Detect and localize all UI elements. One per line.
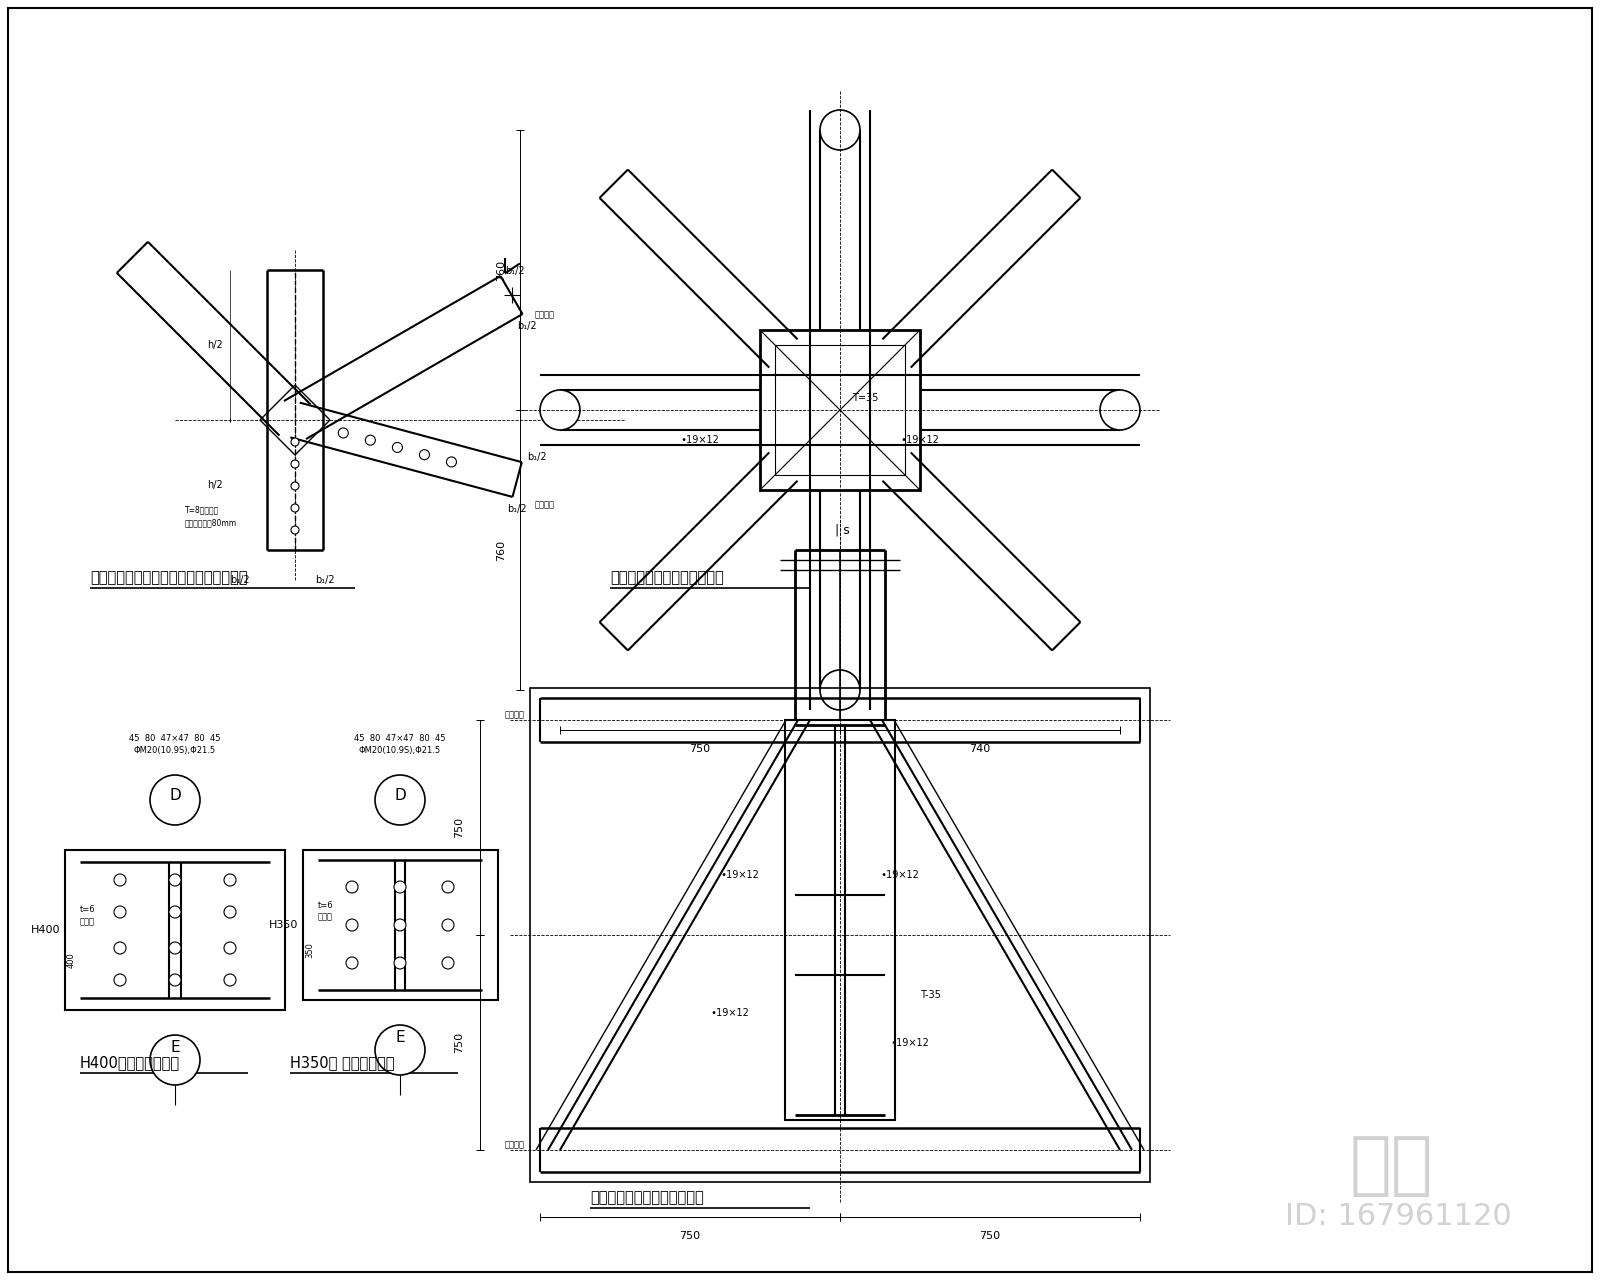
Circle shape bbox=[114, 906, 126, 918]
Bar bbox=[774, 346, 906, 475]
Text: 上下板单边长80mm: 上下板单边长80mm bbox=[186, 518, 237, 527]
Circle shape bbox=[170, 974, 181, 986]
Circle shape bbox=[114, 974, 126, 986]
Text: 笔暖有: 笔暖有 bbox=[318, 913, 333, 922]
Circle shape bbox=[224, 874, 237, 886]
Text: 笔暖有: 笔暖有 bbox=[80, 918, 94, 927]
Text: b₁/2: b₁/2 bbox=[526, 452, 547, 462]
Text: T=8厳加劲板: T=8厳加劲板 bbox=[186, 506, 219, 515]
Circle shape bbox=[150, 774, 200, 826]
Text: 所属上弦: 所属上弦 bbox=[506, 710, 525, 719]
Text: b₁/2: b₁/2 bbox=[315, 575, 334, 585]
Text: 知本: 知本 bbox=[1350, 1132, 1434, 1199]
Circle shape bbox=[394, 881, 406, 893]
Bar bbox=[760, 330, 920, 490]
Circle shape bbox=[346, 881, 358, 893]
Text: 750: 750 bbox=[454, 1032, 464, 1053]
Text: 750: 750 bbox=[979, 1231, 1000, 1242]
Circle shape bbox=[338, 428, 349, 438]
Text: t=6: t=6 bbox=[318, 901, 334, 910]
Circle shape bbox=[346, 919, 358, 931]
Circle shape bbox=[114, 874, 126, 886]
Text: b₁/2: b₁/2 bbox=[230, 575, 250, 585]
Text: 钙柱（角部）与桁架连接节点: 钙柱（角部）与桁架连接节点 bbox=[610, 570, 723, 585]
Text: 750: 750 bbox=[680, 1231, 701, 1242]
Text: H350桁 工地拼接节点: H350桁 工地拼接节点 bbox=[290, 1055, 395, 1070]
Text: 鑉柱（中间）与桁架连接节点: 鑉柱（中间）与桁架连接节点 bbox=[590, 1190, 704, 1204]
Text: T=35: T=35 bbox=[853, 393, 878, 403]
Circle shape bbox=[446, 457, 456, 467]
Text: ΦM20(10.9S),Φ21.5: ΦM20(10.9S),Φ21.5 bbox=[358, 745, 442, 754]
Text: 740: 740 bbox=[970, 744, 990, 754]
Text: H400梁工地拼接节点: H400梁工地拼接节点 bbox=[80, 1055, 181, 1070]
Circle shape bbox=[821, 669, 861, 710]
Circle shape bbox=[291, 526, 299, 534]
Text: ∙19×12: ∙19×12 bbox=[680, 435, 718, 445]
Text: ∙19×12: ∙19×12 bbox=[710, 1007, 749, 1018]
Circle shape bbox=[224, 906, 237, 918]
Text: 非正交框架梁与工字型截面柱的刚性连接: 非正交框架梁与工字型截面柱的刚性连接 bbox=[90, 570, 248, 585]
Circle shape bbox=[224, 974, 237, 986]
Text: ∙19×12: ∙19×12 bbox=[901, 435, 939, 445]
Circle shape bbox=[1101, 390, 1139, 430]
Text: ∙19×12: ∙19×12 bbox=[890, 1038, 930, 1047]
Circle shape bbox=[291, 460, 299, 468]
Text: h/2: h/2 bbox=[206, 340, 222, 349]
Circle shape bbox=[541, 390, 581, 430]
Bar bbox=[786, 719, 894, 1120]
Circle shape bbox=[442, 881, 454, 893]
Circle shape bbox=[821, 110, 861, 150]
Text: | s: | s bbox=[835, 524, 850, 536]
Circle shape bbox=[442, 957, 454, 969]
Circle shape bbox=[392, 443, 402, 452]
Text: 400: 400 bbox=[67, 952, 77, 968]
Text: ID: 167961120: ID: 167961120 bbox=[1285, 1202, 1512, 1231]
Circle shape bbox=[365, 435, 376, 445]
Text: b₁/2: b₁/2 bbox=[517, 321, 538, 332]
Text: h/2: h/2 bbox=[206, 480, 222, 490]
Text: E: E bbox=[170, 1041, 179, 1056]
Bar bbox=[530, 689, 1150, 1181]
Text: 760: 760 bbox=[496, 260, 506, 280]
Circle shape bbox=[291, 483, 299, 490]
Circle shape bbox=[394, 919, 406, 931]
Text: H350: H350 bbox=[269, 920, 298, 931]
Text: 45  80  47×47  80  45: 45 80 47×47 80 45 bbox=[354, 733, 446, 742]
Text: ∙19×12: ∙19×12 bbox=[720, 870, 758, 881]
Text: 350: 350 bbox=[306, 942, 314, 957]
Text: T-35: T-35 bbox=[920, 989, 941, 1000]
Text: 45  80  47×47  80  45: 45 80 47×47 80 45 bbox=[130, 733, 221, 742]
Circle shape bbox=[150, 1036, 200, 1085]
Circle shape bbox=[346, 957, 358, 969]
Text: E: E bbox=[395, 1030, 405, 1046]
Text: D: D bbox=[394, 787, 406, 803]
Text: 所属上弦: 所属上弦 bbox=[534, 311, 555, 320]
Text: 所属上弦: 所属上弦 bbox=[506, 1140, 525, 1149]
Circle shape bbox=[419, 449, 429, 460]
Bar bbox=[66, 850, 285, 1010]
Text: D: D bbox=[170, 787, 181, 803]
Circle shape bbox=[170, 906, 181, 918]
Circle shape bbox=[291, 438, 299, 445]
Circle shape bbox=[291, 504, 299, 512]
Text: 750: 750 bbox=[454, 817, 464, 838]
Text: ΦM20(10.9S),Φ21.5: ΦM20(10.9S),Φ21.5 bbox=[134, 745, 216, 754]
Bar bbox=[302, 850, 498, 1000]
Text: b₁/2: b₁/2 bbox=[506, 266, 525, 276]
Text: ∙19×12: ∙19×12 bbox=[880, 870, 918, 881]
Circle shape bbox=[442, 919, 454, 931]
Text: 760: 760 bbox=[496, 539, 506, 561]
Circle shape bbox=[170, 874, 181, 886]
Circle shape bbox=[374, 774, 426, 826]
Circle shape bbox=[114, 942, 126, 954]
Text: t=6: t=6 bbox=[80, 905, 96, 914]
Text: b₁/2: b₁/2 bbox=[507, 504, 526, 513]
Circle shape bbox=[224, 942, 237, 954]
Circle shape bbox=[374, 1025, 426, 1075]
Circle shape bbox=[170, 942, 181, 954]
Text: 所属下弦: 所属下弦 bbox=[534, 500, 555, 509]
Text: 750: 750 bbox=[690, 744, 710, 754]
Text: H400: H400 bbox=[30, 925, 61, 934]
Circle shape bbox=[394, 957, 406, 969]
